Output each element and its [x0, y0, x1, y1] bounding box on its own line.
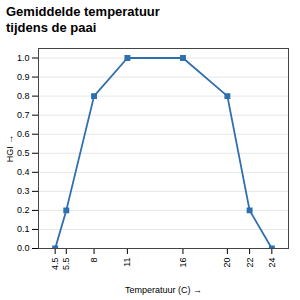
svg-text:Temperatuur (C) →: Temperatuur (C) → [125, 285, 202, 295]
svg-text:11: 11 [122, 258, 132, 267]
svg-text:0.3: 0.3 [17, 186, 30, 196]
svg-text:22: 22 [244, 258, 254, 268]
svg-text:0.1: 0.1 [17, 224, 30, 234]
html-text:Gemiddelde temperatuur tijdens: Gemiddelde temperatuur tijdens de paai [6, 4, 160, 35]
svg-text:5.5: 5.5 [61, 258, 71, 271]
svg-text:4.5: 4.5 [50, 258, 60, 271]
svg-text:0.7: 0.7 [17, 110, 30, 120]
svg-text:0.5: 0.5 [17, 148, 30, 158]
svg-text:0.2: 0.2 [17, 205, 30, 215]
svg-text:0.8: 0.8 [17, 91, 30, 101]
svg-text:0.9: 0.9 [17, 72, 30, 82]
svg-text:0.0: 0.0 [17, 243, 30, 253]
svg-text:24: 24 [267, 258, 277, 268]
svg-text:20: 20 [222, 258, 232, 268]
svg-text:0.6: 0.6 [17, 129, 30, 139]
svg-text:1.0: 1.0 [17, 53, 30, 63]
svg-text:HGI →: HGI → [5, 135, 15, 163]
svg-text:8: 8 [89, 258, 99, 263]
svg-text:16: 16 [178, 258, 188, 268]
svg-text:0.4: 0.4 [17, 167, 30, 177]
